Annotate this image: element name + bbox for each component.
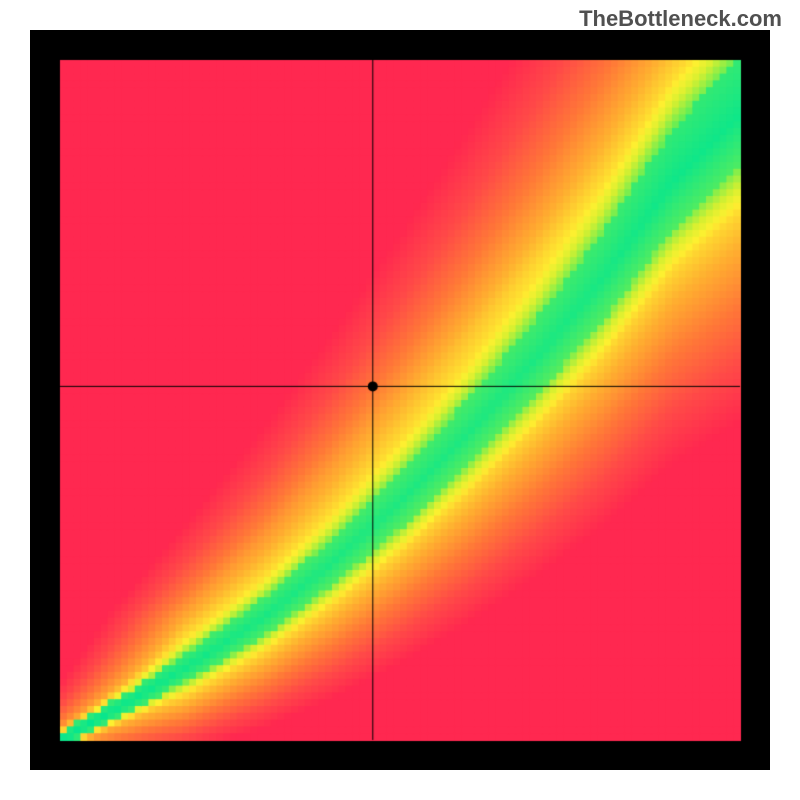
heatmap-canvas xyxy=(30,30,770,770)
watermark-label: TheBottleneck.com xyxy=(579,6,782,32)
chart-container: TheBottleneck.com xyxy=(0,0,800,800)
heatmap-plot xyxy=(30,30,770,770)
